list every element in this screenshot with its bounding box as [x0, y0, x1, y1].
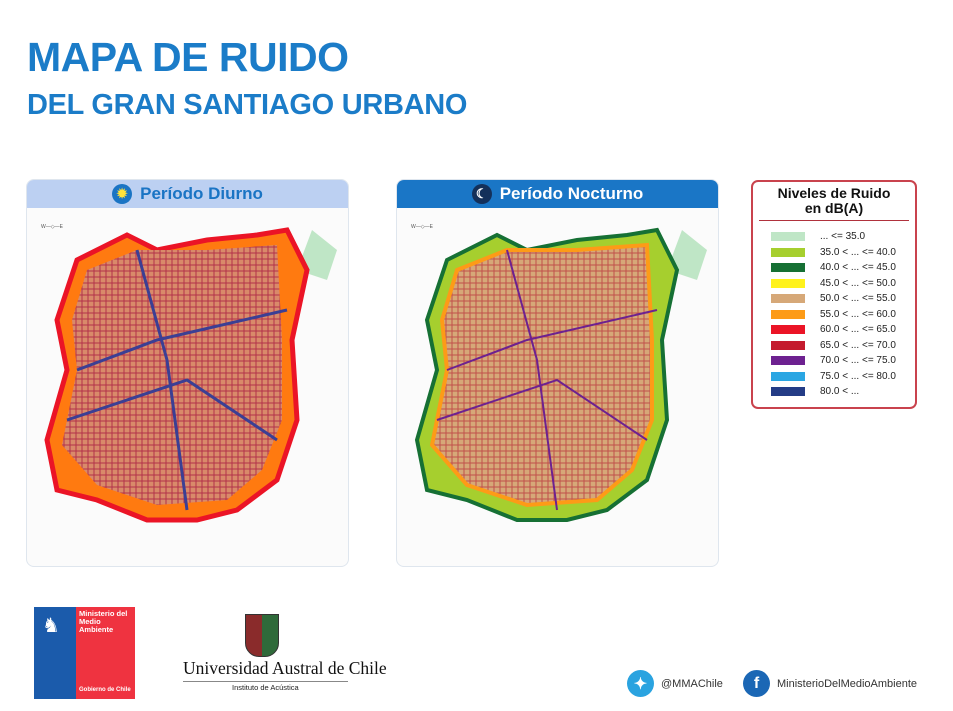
moon-icon: ☾	[471, 184, 492, 204]
day-period-panel: ✹ Período Diurno W—◇—E	[26, 179, 349, 567]
legend-item: 55.0 < ... <= 60.0	[753, 307, 915, 323]
uach-logo-text: Universidad Austral de Chile	[183, 658, 387, 682]
legend-item: 45.0 < ... <= 50.0	[753, 276, 915, 292]
page-subtitle: DEL GRAN SANTIAGO URBANO	[27, 89, 468, 121]
legend-swatch	[771, 232, 805, 242]
legend-swatch	[771, 309, 805, 319]
legend-swatch	[771, 247, 805, 257]
legend-label: 65.0 < ... <= 70.0	[820, 339, 896, 351]
legend-label: 50.0 < ... <= 55.0	[820, 293, 896, 305]
legend-divider	[759, 220, 909, 221]
legend-label: 40.0 < ... <= 45.0	[820, 262, 896, 274]
day-period-label: Período Diurno	[140, 184, 263, 203]
legend-swatch	[771, 325, 805, 335]
night-noise-map	[414, 227, 707, 522]
legend-label: 70.0 < ... <= 75.0	[820, 355, 896, 367]
sun-icon: ✹	[112, 184, 133, 204]
legend-label: 35.0 < ... <= 40.0	[820, 246, 896, 258]
legend-item: 70.0 < ... <= 75.0	[753, 353, 915, 369]
legend-swatch	[771, 387, 805, 397]
night-period-label: Período Nocturno	[499, 184, 644, 203]
day-noise-map	[44, 227, 337, 523]
legend-item: 40.0 < ... <= 45.0	[753, 260, 915, 276]
legend-label: 80.0 < ...	[820, 386, 860, 398]
legend-item: 75.0 < ... <= 80.0	[753, 369, 915, 385]
legend-label: 55.0 < ... <= 60.0	[820, 308, 896, 320]
twitter-link[interactable]: ✦ @MMAChile	[627, 670, 723, 697]
legend-swatch	[771, 371, 805, 381]
legend-label: ... <= 35.0	[820, 231, 866, 243]
facebook-icon: f	[743, 670, 770, 697]
compass-icon: W—◇—E	[41, 224, 63, 230]
night-period-panel: ☾ Período Nocturno W—◇—E	[396, 179, 719, 567]
legend-item: ... <= 35.0	[753, 229, 915, 245]
legend-label: 45.0 < ... <= 50.0	[820, 277, 896, 289]
legend-label: 60.0 < ... <= 65.0	[820, 324, 896, 336]
facebook-link[interactable]: f MinisterioDelMedioAmbiente	[743, 670, 917, 697]
legend-swatch	[771, 263, 805, 273]
legend-swatch	[771, 356, 805, 366]
legend-swatch	[771, 294, 805, 304]
legend-item: 50.0 < ... <= 55.0	[753, 291, 915, 307]
noise-level-legend: Niveles de Ruido en dB(A) ... <= 35.0 35.0…	[751, 180, 917, 409]
legend-item: 80.0 < ...	[753, 384, 915, 400]
legend-item: 65.0 < ... <= 70.0	[753, 338, 915, 354]
legend-swatch	[771, 340, 805, 350]
day-period-header: ✹ Período Diurno	[27, 180, 348, 208]
legend-item: 60.0 < ... <= 65.0	[753, 322, 915, 338]
legend-swatch	[771, 278, 805, 288]
legend-title: Niveles de Ruido en dB(A)	[777, 185, 891, 216]
compass-icon: W—◇—E	[411, 224, 433, 230]
institute-name: Instituto de Acústica	[232, 683, 299, 692]
twitter-icon: ✦	[627, 670, 654, 697]
night-period-header: ☾ Período Nocturno	[397, 180, 718, 208]
uach-crest-icon	[245, 614, 279, 657]
page-title: MAPA DE RUIDO	[27, 34, 349, 80]
ministerio-medio-ambiente-logo: ♞ Ministerio del Medio Ambiente Gobierno de…	[34, 607, 135, 699]
legend-item: 35.0 < ... <= 40.0	[753, 245, 915, 261]
legend-label: 75.0 < ... <= 80.0	[820, 370, 896, 382]
